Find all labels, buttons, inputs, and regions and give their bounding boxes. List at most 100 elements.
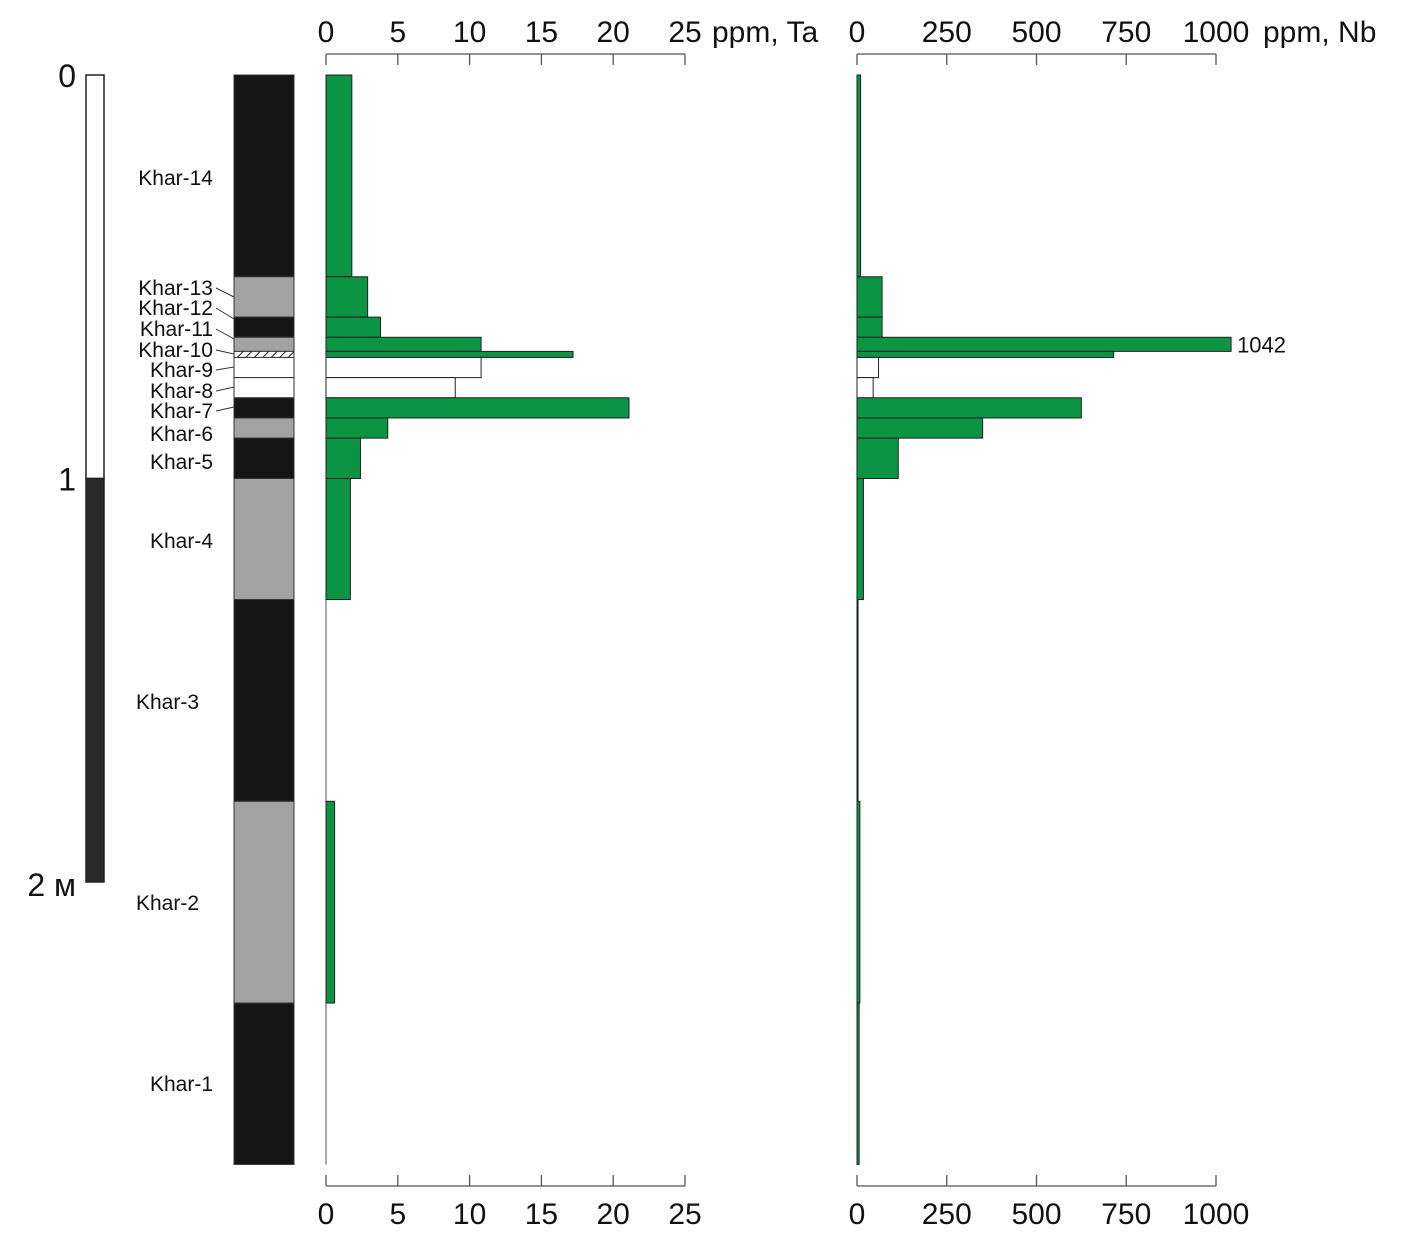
lithology-unit-khar-4 [233, 478, 295, 601]
nb-bar-khar-6 [856, 417, 984, 439]
sample-label-khar-9: Khar-9 [150, 359, 213, 382]
lithology-unit-khar-10 [233, 350, 295, 358]
ta-bottom-tick-label-4: 20 [597, 1198, 630, 1231]
nb-bottom-tick-label-1: 250 [922, 1198, 972, 1231]
nb-bar-khar-7 [856, 397, 1082, 419]
leader-line-khar-7 [215, 406, 235, 412]
depth-scale-upper-segment [85, 74, 105, 480]
nb-bars: 1042 [856, 74, 1286, 1165]
ta-bottom-tick-label-2: 10 [453, 1198, 486, 1231]
ta-bar-khar-4 [325, 478, 351, 601]
ta-bottom-tick-label-5: 25 [668, 1198, 701, 1231]
ta-axes: 0 0 5 5 10 10 15 15 20 20 25 25 [318, 16, 702, 1231]
sample-label-khar-14: Khar-14 [138, 167, 213, 190]
nb-bar-khar-13 [856, 276, 883, 318]
ta-top-tick-label-2: 10 [453, 16, 486, 49]
lithology-unit-khar-9 [233, 356, 295, 379]
ta-top-tick-label-0: 0 [318, 16, 335, 49]
sample-label-khar-3: Khar-3 [136, 691, 199, 714]
lithology-unit-khar-6 [233, 417, 295, 439]
leader-line-khar-8 [215, 386, 235, 392]
nb-top-tick-label-3: 750 [1101, 16, 1151, 49]
lithology-unit-khar-2 [233, 800, 295, 1004]
lithology-unit-khar-5 [233, 437, 295, 479]
leader-line-khar-10 [215, 349, 235, 355]
depth-tick-label-1: 1 [58, 462, 76, 498]
ta-bar-khar-6 [325, 417, 389, 439]
sample-label-khar-12: Khar-12 [138, 297, 213, 320]
ta-chart-panel: 0 0 5 5 10 10 15 15 20 20 25 25 ppm, Ta [318, 16, 819, 1231]
ta-bottom-tick-label-3: 15 [525, 1198, 558, 1231]
depth-tick-label-2: 2 м [27, 867, 76, 903]
ta-top-tick-label-4: 20 [597, 16, 630, 49]
lithology-column [233, 74, 295, 1165]
nb-bar-khar-8 [856, 377, 874, 399]
ta-top-tick-label-5: 25 [668, 16, 701, 49]
ta-top-tick-label-1: 5 [389, 16, 406, 49]
lithology-unit-khar-8 [233, 377, 295, 399]
depth-scale-lower-segment [85, 477, 105, 883]
sample-label-khar-2: Khar-2 [136, 892, 199, 915]
nb-bottom-tick-label-2: 500 [1011, 1198, 1061, 1231]
leader-line-khar-9 [215, 366, 235, 371]
leader-line-khar-12 [215, 307, 235, 320]
ta-bar-khar-7 [325, 397, 630, 419]
sample-label-khar-4: Khar-4 [150, 530, 213, 553]
lithology-unit-khar-13 [233, 276, 295, 318]
depth-scale: 0 1 2 м [27, 58, 105, 903]
sample-label-khar-11: Khar-11 [140, 318, 213, 341]
lithology-unit-khar-14 [233, 74, 295, 278]
ta-top-tick-label-3: 15 [525, 16, 558, 49]
nb-top-tick-label-4: 1000 [1183, 16, 1250, 49]
nb-bar-khar-10 [856, 350, 1115, 358]
lithology-unit-khar-12 [233, 316, 295, 338]
ta-bar-khar-11 [325, 336, 482, 352]
nb-bar-khar-12 [856, 316, 883, 338]
nb-axes: 0 0 250 250 500 500 750 750 1000 1000 [849, 16, 1250, 1231]
ta-bar-khar-8 [325, 377, 456, 399]
ta-bottom-tick-label-0: 0 [318, 1198, 335, 1231]
nb-bar-khar-5 [856, 437, 899, 479]
sample-label-khar-8: Khar-8 [150, 380, 213, 403]
sample-label-khar-1: Khar-1 [150, 1073, 213, 1096]
nb-top-tick-label-2: 500 [1011, 16, 1061, 49]
nb-bottom-tick-label-4: 1000 [1183, 1198, 1250, 1231]
sample-label-khar-7: Khar-7 [150, 400, 213, 423]
ta-bar-khar-10 [325, 350, 574, 358]
sample-label-khar-6: Khar-6 [150, 423, 213, 446]
lithology-unit-khar-1 [233, 1002, 295, 1165]
nb-bottom-tick-label-3: 750 [1101, 1198, 1151, 1231]
nb-bar-khar-2 [856, 800, 861, 1004]
sample-label-khar-10: Khar-10 [138, 339, 213, 362]
ta-bar-khar-5 [325, 437, 361, 479]
nb-chart-panel: 0 0 250 250 500 500 750 750 1000 1000 1042 ppm, N… [849, 16, 1377, 1231]
ta-bar-khar-9 [325, 356, 482, 379]
ta-bars [325, 74, 630, 1004]
nb-bar-khar-14 [856, 74, 862, 278]
sample-label-khar-13: Khar-13 [138, 277, 213, 300]
ta-bar-khar-14 [325, 74, 353, 278]
ta-axis-label: ppm, Ta [712, 16, 818, 49]
nb-data-label-khar-11: 1042 [1237, 332, 1286, 357]
nb-bottom-tick-label-0: 0 [849, 1198, 866, 1231]
ta-bar-khar-13 [325, 276, 369, 318]
ta-bar-khar-12 [325, 316, 382, 338]
nb-bar-khar-11 [856, 336, 1232, 352]
depth-tick-label-0: 0 [58, 58, 76, 94]
leader-line-khar-11 [215, 328, 235, 340]
lithology-unit-khar-11 [233, 336, 295, 352]
ta-bottom-tick-label-1: 5 [389, 1198, 406, 1231]
ta-bar-khar-2 [325, 800, 336, 1004]
lithology-unit-khar-3 [233, 599, 295, 802]
nb-top-tick-label-1: 250 [922, 16, 972, 49]
sample-labels: Khar-14Khar-13Khar-12Khar-11Khar-10Khar-… [136, 167, 235, 1096]
nb-bar-khar-9 [856, 356, 880, 379]
nb-bar-khar-1 [856, 1002, 860, 1165]
sample-label-khar-5: Khar-5 [150, 451, 213, 474]
nb-bar-khar-3 [856, 599, 859, 802]
nb-bar-khar-4 [856, 478, 864, 601]
lithology-unit-khar-7 [233, 397, 295, 419]
nb-axis-label: ppm, Nb [1263, 16, 1376, 49]
leader-line-khar-13 [215, 287, 235, 298]
